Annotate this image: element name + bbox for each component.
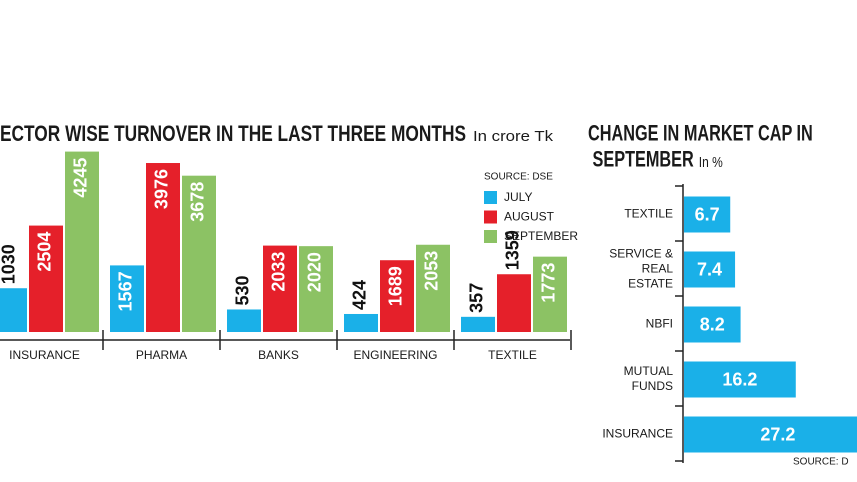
y-tick-label: NBFI [646,317,673,331]
legend-label: JULY [504,190,532,204]
value-label: 1773 [539,263,559,303]
bar [227,309,261,332]
text-line: SERVICE & [609,247,673,261]
bar [29,225,63,332]
bar [684,306,741,343]
y-tick-label: MUTUAL FUNDS [624,364,674,393]
value-label: 3678 [188,182,208,222]
chart-title: ECTOR WISE TURNOVER IN THE LAST THREE MO… [0,121,466,146]
source-note: SOURCE: D [793,457,849,468]
text-line: TEXTILE [624,207,673,221]
value-label: 7.4 [697,259,722,279]
value-label: 2020 [305,252,325,292]
text-line: FUNDS [628,379,673,393]
value-label: 2053 [422,251,442,291]
value-label: 4245 [71,158,91,198]
value-label: 2033 [269,252,289,292]
value-label: 3976 [152,169,172,209]
bar [533,256,567,332]
value-label: 357 [467,283,487,313]
value-label: 1689 [386,266,406,306]
value-label: 1359 [503,230,523,270]
bar [684,251,736,288]
bar [146,163,180,332]
y-tick-label: INSURANCE [602,427,673,441]
x-tick-label: TEXTILE [488,348,537,362]
legend-swatch [484,230,497,243]
chart-title: CHANGE IN MARKET CAP IN SEPTEMBER [588,121,813,172]
value-label: 2504 [35,232,55,272]
value-label: 8.2 [700,314,725,334]
value-label: 530 [233,275,253,305]
bar [110,265,144,332]
y-tick-label: TEXTILE [624,207,673,221]
legend-swatch [484,191,497,204]
x-tick-label: INSURANCE [9,348,80,362]
bar [344,313,378,332]
x-tick-label: PHARMA [136,348,187,362]
subtitle-group: In % [699,154,723,171]
bar [461,316,495,332]
value-label: 27.2 [760,424,795,444]
text-line: REAL [638,262,673,276]
bar [65,151,99,332]
value-label: 16.2 [722,369,757,389]
bar [0,288,27,332]
value-label: 6.7 [695,204,720,224]
x-tick-label: BANKS [258,348,299,362]
text-line: ESTATE [625,277,673,291]
bar [684,416,857,453]
legend-swatch [484,210,497,224]
legend-label: SEPTEMBER [504,229,578,243]
text-line: INSURANCE [602,427,673,441]
y-tick-label: SERVICE & REAL ESTATE [609,247,673,291]
text-line: MUTUAL [624,364,674,378]
text-line: NBFI [646,317,673,331]
bar [182,175,216,332]
x-tick-label: ENGINEERING [353,348,437,362]
legend-label: AUGUST [504,210,555,224]
bar [299,246,333,332]
bar [684,361,796,398]
bar [263,245,297,332]
value-label: 1030 [0,244,19,284]
title-group: CHANGE IN MARKET CAP IN SEPTEMBER [588,121,813,172]
source-note: SOURCE: DSE [484,172,553,183]
chart-subtitle: In crore Tk [473,128,554,145]
value-label: 424 [350,280,370,310]
value-label: 1567 [116,271,136,311]
bar [416,244,450,332]
bar [684,196,731,233]
text-line: CHANGE IN MARKET CAP IN [588,121,813,146]
chart-subtitle: In % [699,154,723,171]
bar [380,260,414,332]
bar [497,274,531,332]
text-line: SEPTEMBER [588,147,694,172]
